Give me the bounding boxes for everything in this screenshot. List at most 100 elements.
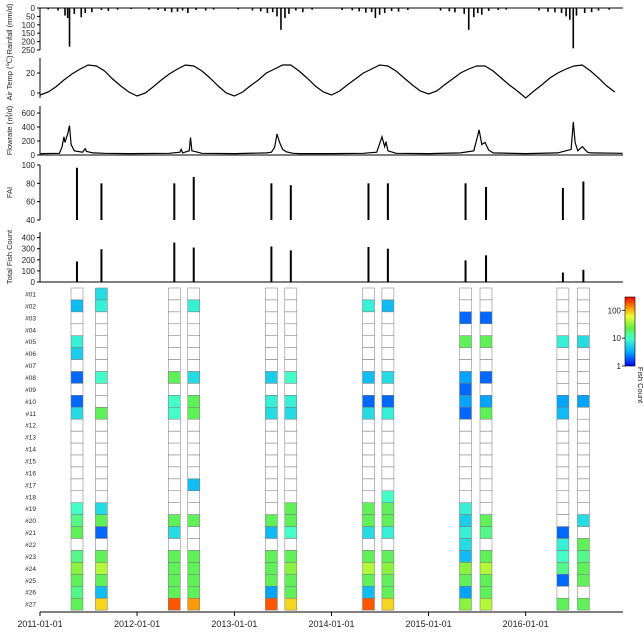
heatmap-cell bbox=[168, 442, 181, 456]
heatmap-cell bbox=[265, 407, 278, 420]
heatmap-cell bbox=[479, 562, 493, 575]
heatmap-cell bbox=[459, 586, 472, 599]
site-label: #14 bbox=[25, 447, 36, 454]
heatmap-cell bbox=[284, 574, 298, 587]
heatmap-cell bbox=[187, 395, 200, 408]
heatmap-cell bbox=[459, 597, 472, 611]
heatmap-cell bbox=[284, 335, 298, 348]
heatmap-cell bbox=[95, 359, 108, 372]
fish-count-ylabel: Total Fish Count bbox=[5, 229, 14, 284]
heatmap-cell bbox=[284, 454, 298, 468]
flowrate-line bbox=[39, 122, 623, 155]
heatmap-cell bbox=[70, 299, 84, 313]
heatmap-cell bbox=[187, 347, 200, 360]
heatmap-cell bbox=[187, 418, 200, 432]
heatmap-cell bbox=[556, 430, 570, 444]
fish-count-ytick-label: 400 bbox=[22, 234, 36, 243]
heatmap-cell bbox=[459, 514, 472, 527]
heatmap-cell bbox=[556, 454, 570, 468]
heatmap-cell bbox=[187, 562, 200, 575]
heatmap-cell bbox=[168, 550, 181, 563]
heatmap-cell bbox=[459, 502, 472, 515]
heatmap-cell bbox=[556, 359, 570, 372]
heatmap-cell bbox=[459, 383, 472, 396]
site-label: #04 bbox=[25, 327, 36, 334]
heatmap-cell bbox=[479, 371, 493, 384]
site-label: #20 bbox=[25, 518, 36, 525]
heatmap-cell bbox=[577, 395, 590, 408]
colorbar-tick-label: 100 bbox=[608, 306, 622, 315]
heatmap-cell bbox=[284, 550, 298, 563]
heatmap-cell bbox=[381, 514, 395, 527]
fai-ytick-label: 80 bbox=[26, 179, 35, 188]
heatmap-cell bbox=[362, 574, 375, 587]
heatmap-cell bbox=[187, 514, 200, 527]
heatmap-cell bbox=[95, 502, 108, 515]
heatmap-cell bbox=[381, 359, 395, 372]
heatmap-cell bbox=[362, 430, 375, 444]
heatmap-cell bbox=[284, 395, 298, 408]
heatmap-cell bbox=[265, 597, 278, 611]
heatmap-cell bbox=[187, 335, 200, 348]
colorbar-gradient bbox=[624, 296, 636, 367]
heatmap-cell bbox=[95, 395, 108, 408]
heatmap-cell bbox=[381, 371, 395, 384]
heatmap-cell bbox=[70, 418, 84, 432]
heatmap-cell bbox=[556, 383, 570, 396]
heatmap-cell bbox=[381, 347, 395, 360]
heatmap-cell bbox=[362, 299, 375, 313]
heatmap-cell bbox=[95, 418, 108, 432]
heatmap-cell bbox=[556, 395, 570, 408]
heatmap-cell bbox=[95, 287, 108, 301]
heatmap-cell bbox=[70, 371, 84, 384]
air-temp-panel: 0 20 Air Temp (℃) bbox=[5, 55, 616, 100]
heatmap-cell bbox=[577, 383, 590, 396]
heatmap-cell bbox=[479, 478, 493, 492]
heatmap-cell bbox=[577, 359, 590, 372]
heatmap-cell bbox=[168, 466, 181, 480]
heatmap-cell bbox=[70, 526, 84, 539]
heatmap-cell bbox=[479, 502, 493, 515]
heatmap-cell bbox=[362, 586, 375, 599]
heatmap-cell bbox=[381, 526, 395, 539]
heatmap-cell bbox=[70, 347, 84, 360]
heatmap-cell bbox=[479, 586, 493, 599]
date-tick-label: 2016-01-01 bbox=[503, 619, 549, 629]
date-tick-label: 2011-01-01 bbox=[17, 619, 62, 629]
heatmap-cell bbox=[168, 597, 181, 611]
date-tick-label: 2012-01-01 bbox=[114, 619, 160, 629]
heatmap-cell bbox=[95, 550, 108, 563]
heatmap-cell bbox=[556, 442, 570, 456]
heatmap-cell bbox=[459, 347, 472, 360]
date-axis: 2011-01-01 2012-01-01 2013-01-01 2014-01-01… bbox=[17, 611, 623, 629]
fai-ytick-label: 40 bbox=[26, 216, 35, 225]
heatmap-cell bbox=[381, 430, 395, 444]
heatmap-cell bbox=[381, 586, 395, 599]
heatmap-cell bbox=[265, 442, 278, 456]
heatmap-cell bbox=[187, 478, 200, 492]
heatmap-cell bbox=[187, 466, 200, 480]
heatmap-cell bbox=[362, 478, 375, 492]
heatmap-cell bbox=[168, 478, 181, 492]
heatmap-cell bbox=[459, 407, 472, 420]
heatmap-cell bbox=[284, 490, 298, 503]
heatmap-cell bbox=[381, 490, 395, 503]
heatmap-cell bbox=[187, 550, 200, 563]
heatmap-cell bbox=[187, 323, 200, 336]
heatmap-cell bbox=[381, 442, 395, 456]
heatmap-cell bbox=[95, 407, 108, 420]
heatmap-cell bbox=[556, 323, 570, 336]
heatmap-cell bbox=[95, 586, 108, 599]
heatmap-cell bbox=[70, 430, 84, 444]
flowrate-ytick-label: 600 bbox=[22, 109, 36, 118]
heatmap-cell bbox=[479, 454, 493, 468]
heatmap-cell bbox=[265, 514, 278, 527]
heatmap-cell bbox=[168, 418, 181, 432]
site-label: #27 bbox=[25, 602, 36, 609]
heatmap-cell bbox=[479, 418, 493, 432]
heatmap-cell bbox=[168, 407, 181, 420]
heatmap-cell bbox=[459, 490, 472, 503]
heatmap-cell bbox=[95, 597, 108, 611]
heatmap-cell bbox=[284, 597, 298, 611]
heatmap-cell bbox=[479, 359, 493, 372]
